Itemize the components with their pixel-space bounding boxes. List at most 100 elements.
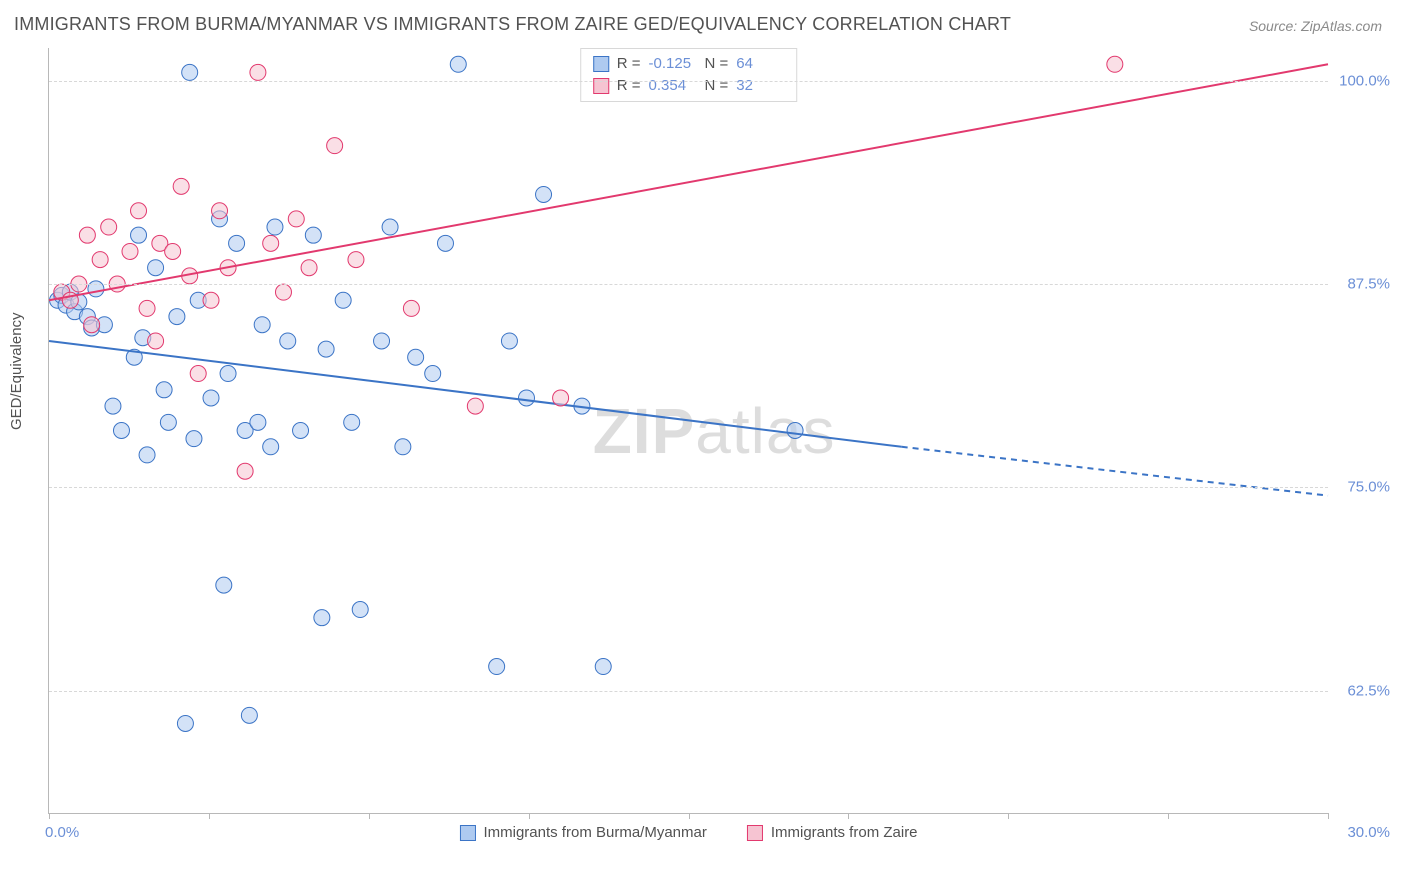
data-point: [203, 292, 219, 308]
data-point: [254, 317, 270, 333]
data-point: [403, 300, 419, 316]
data-point: [216, 577, 232, 593]
data-point: [327, 138, 343, 154]
x-min-label: 0.0%: [45, 824, 79, 841]
x-tick: [529, 813, 530, 819]
swatch-icon: [747, 825, 763, 841]
data-point: [186, 431, 202, 447]
data-point: [212, 203, 228, 219]
data-point: [408, 349, 424, 365]
data-point: [250, 64, 266, 80]
data-point: [1107, 56, 1123, 72]
swatch-icon: [593, 56, 609, 72]
data-point: [374, 333, 390, 349]
data-point: [318, 341, 334, 357]
data-point: [425, 366, 441, 382]
data-point: [237, 463, 253, 479]
swatch-icon: [459, 825, 475, 841]
data-point: [553, 390, 569, 406]
y-tick-label: 87.5%: [1347, 276, 1390, 293]
data-point: [105, 398, 121, 414]
data-point: [139, 447, 155, 463]
data-point: [131, 203, 147, 219]
data-point: [177, 715, 193, 731]
regression-line: [49, 341, 902, 447]
data-point: [280, 333, 296, 349]
data-point: [203, 390, 219, 406]
data-point: [348, 252, 364, 268]
data-point: [382, 219, 398, 235]
stats-row: R = -0.125 N = 64: [593, 53, 785, 75]
x-tick: [689, 813, 690, 819]
data-point: [305, 227, 321, 243]
data-point: [148, 260, 164, 276]
data-point: [275, 284, 291, 300]
data-point: [301, 260, 317, 276]
data-point: [122, 243, 138, 259]
data-point: [148, 333, 164, 349]
stats-row: R = 0.354 N = 32: [593, 75, 785, 97]
x-tick: [848, 813, 849, 819]
data-point: [101, 219, 117, 235]
y-tick-label: 62.5%: [1347, 682, 1390, 699]
data-point: [267, 219, 283, 235]
data-point: [84, 317, 100, 333]
data-point: [335, 292, 351, 308]
data-point: [241, 707, 257, 723]
data-point: [131, 227, 147, 243]
gridline: [49, 284, 1328, 285]
data-point: [139, 300, 155, 316]
data-point: [169, 309, 185, 325]
chart-svg: [49, 48, 1328, 813]
data-point: [314, 610, 330, 626]
x-max-label: 30.0%: [1347, 824, 1390, 841]
x-tick: [369, 813, 370, 819]
legend-item: Immigrants from Burma/Myanmar: [459, 824, 706, 841]
data-point: [250, 414, 266, 430]
data-point: [229, 235, 245, 251]
data-point: [352, 602, 368, 618]
data-point: [501, 333, 517, 349]
data-point: [263, 439, 279, 455]
data-point: [288, 211, 304, 227]
data-point: [467, 398, 483, 414]
data-point: [113, 423, 129, 439]
x-tick: [1168, 813, 1169, 819]
chart-title: IMMIGRANTS FROM BURMA/MYANMAR VS IMMIGRA…: [14, 14, 1011, 35]
gridline: [49, 487, 1328, 488]
data-point: [595, 659, 611, 675]
y-tick-label: 100.0%: [1339, 72, 1390, 89]
x-tick: [209, 813, 210, 819]
data-point: [293, 423, 309, 439]
data-point: [190, 366, 206, 382]
x-tick: [49, 813, 50, 819]
data-point: [165, 243, 181, 259]
data-point: [536, 186, 552, 202]
data-point: [450, 56, 466, 72]
data-point: [395, 439, 411, 455]
data-point: [156, 382, 172, 398]
data-point: [220, 366, 236, 382]
y-tick-label: 75.0%: [1347, 479, 1390, 496]
data-point: [79, 227, 95, 243]
data-point: [518, 390, 534, 406]
x-tick: [1008, 813, 1009, 819]
x-tick: [1328, 813, 1329, 819]
legend: Immigrants from Burma/Myanmar Immigrants…: [459, 824, 917, 841]
gridline: [49, 81, 1328, 82]
data-point: [489, 659, 505, 675]
data-point: [344, 414, 360, 430]
data-point: [92, 252, 108, 268]
y-axis-label: GED/Equivalency: [8, 312, 25, 430]
data-point: [437, 235, 453, 251]
stats-legend-box: R = -0.125 N = 64 R = 0.354 N = 32: [580, 48, 798, 102]
plot-area: ZIPatlas R = -0.125 N = 64 R = 0.354 N =…: [48, 48, 1328, 814]
data-point: [182, 64, 198, 80]
data-point: [263, 235, 279, 251]
gridline: [49, 691, 1328, 692]
source-label: Source: ZipAtlas.com: [1249, 18, 1382, 34]
data-point: [173, 178, 189, 194]
legend-item: Immigrants from Zaire: [747, 824, 918, 841]
data-point: [160, 414, 176, 430]
data-point: [787, 423, 803, 439]
